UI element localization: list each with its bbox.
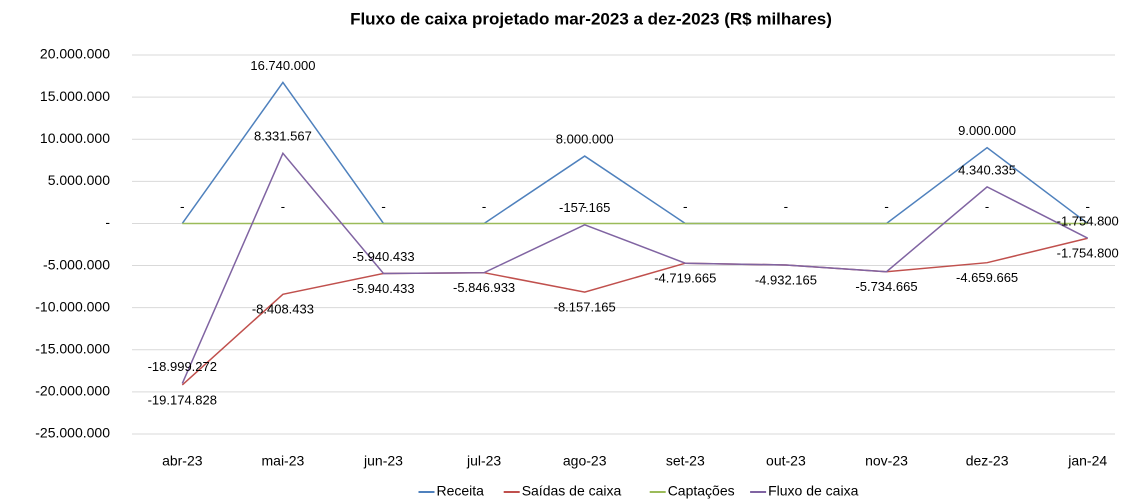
data-label: - — [1086, 199, 1090, 214]
y-tick-label: 20.000.000 — [40, 46, 110, 62]
x-tick-label: dez-23 — [966, 453, 1009, 469]
data-label: -4.932.165 — [755, 272, 817, 287]
data-label: -5.846.933 — [453, 280, 515, 295]
data-label: - — [784, 199, 788, 214]
y-tick-label: -10.000.000 — [35, 298, 110, 314]
y-tick-label: -5.000.000 — [43, 256, 110, 272]
series-line — [181, 151, 1089, 384]
data-label: - — [180, 199, 184, 214]
y-tick-label: 15.000.000 — [40, 88, 110, 104]
data-label: -8.157.165 — [554, 300, 616, 315]
y-tick-label: 5.000.000 — [48, 172, 110, 188]
y-tick-label: 10.000.000 — [40, 130, 110, 146]
x-tick-label: ago-23 — [563, 453, 607, 469]
series-line — [181, 237, 1088, 386]
data-label: 9.000.000 — [958, 123, 1016, 138]
data-label: -4.719.665 — [654, 271, 716, 286]
y-tick-label: - — [105, 214, 110, 230]
x-tick-label: jan-24 — [1067, 453, 1107, 469]
data-label: -5.940.433 — [352, 281, 414, 296]
chart-title: Fluxo de caixa projetado mar-2023 a dez-… — [350, 9, 832, 28]
data-label: 8.000.000 — [556, 132, 614, 147]
data-label: -5.734.665 — [855, 279, 917, 294]
data-label: - — [683, 199, 687, 214]
data-label: - — [583, 199, 587, 214]
data-label: 4.340.335 — [958, 162, 1016, 177]
data-label: - — [985, 199, 989, 214]
data-label: -157.165 — [559, 200, 610, 215]
data-label: 8.331.567 — [254, 129, 312, 144]
data-label: -8.408.433 — [252, 302, 314, 317]
data-label: - — [482, 199, 486, 214]
data-label: -1.754.800 — [1057, 246, 1119, 261]
data-label: -5.940.433 — [352, 249, 414, 264]
data-label: 16.740.000 — [250, 58, 315, 73]
y-tick-label: -25.000.000 — [35, 425, 110, 441]
data-label: - — [381, 199, 385, 214]
data-label: - — [180, 199, 184, 214]
data-label: - — [482, 199, 486, 214]
data-label: - — [281, 199, 285, 214]
y-tick-label: -15.000.000 — [35, 340, 110, 356]
y-tick-label: -20.000.000 — [35, 383, 110, 399]
x-tick-label: jun-23 — [363, 453, 403, 469]
data-label: -19.174.828 — [148, 392, 217, 407]
data-label: - — [683, 199, 687, 214]
x-tick-label: nov-23 — [865, 453, 908, 469]
x-tick-label: mai-23 — [262, 453, 305, 469]
data-label: - — [1086, 199, 1090, 214]
data-label: - — [884, 199, 888, 214]
legend-label: Fluxo de caixa — [768, 483, 858, 499]
data-label: -1.754.800 — [1057, 214, 1119, 229]
x-tick-label: abr-23 — [162, 453, 203, 469]
data-label: -4.659.665 — [956, 270, 1018, 285]
data-label: - — [884, 199, 888, 214]
data-label: - — [381, 199, 385, 214]
series-line — [181, 81, 1089, 225]
x-tick-label: jul-23 — [466, 453, 501, 469]
legend-label: Captações — [668, 483, 735, 499]
legend-label: Receita — [437, 483, 485, 499]
data-label: - — [784, 199, 788, 214]
x-tick-label: set-23 — [666, 453, 705, 469]
data-label: -18.999.272 — [148, 359, 217, 374]
x-tick-label: out-23 — [766, 453, 806, 469]
legend-label: Saídas de caixa — [522, 483, 622, 499]
